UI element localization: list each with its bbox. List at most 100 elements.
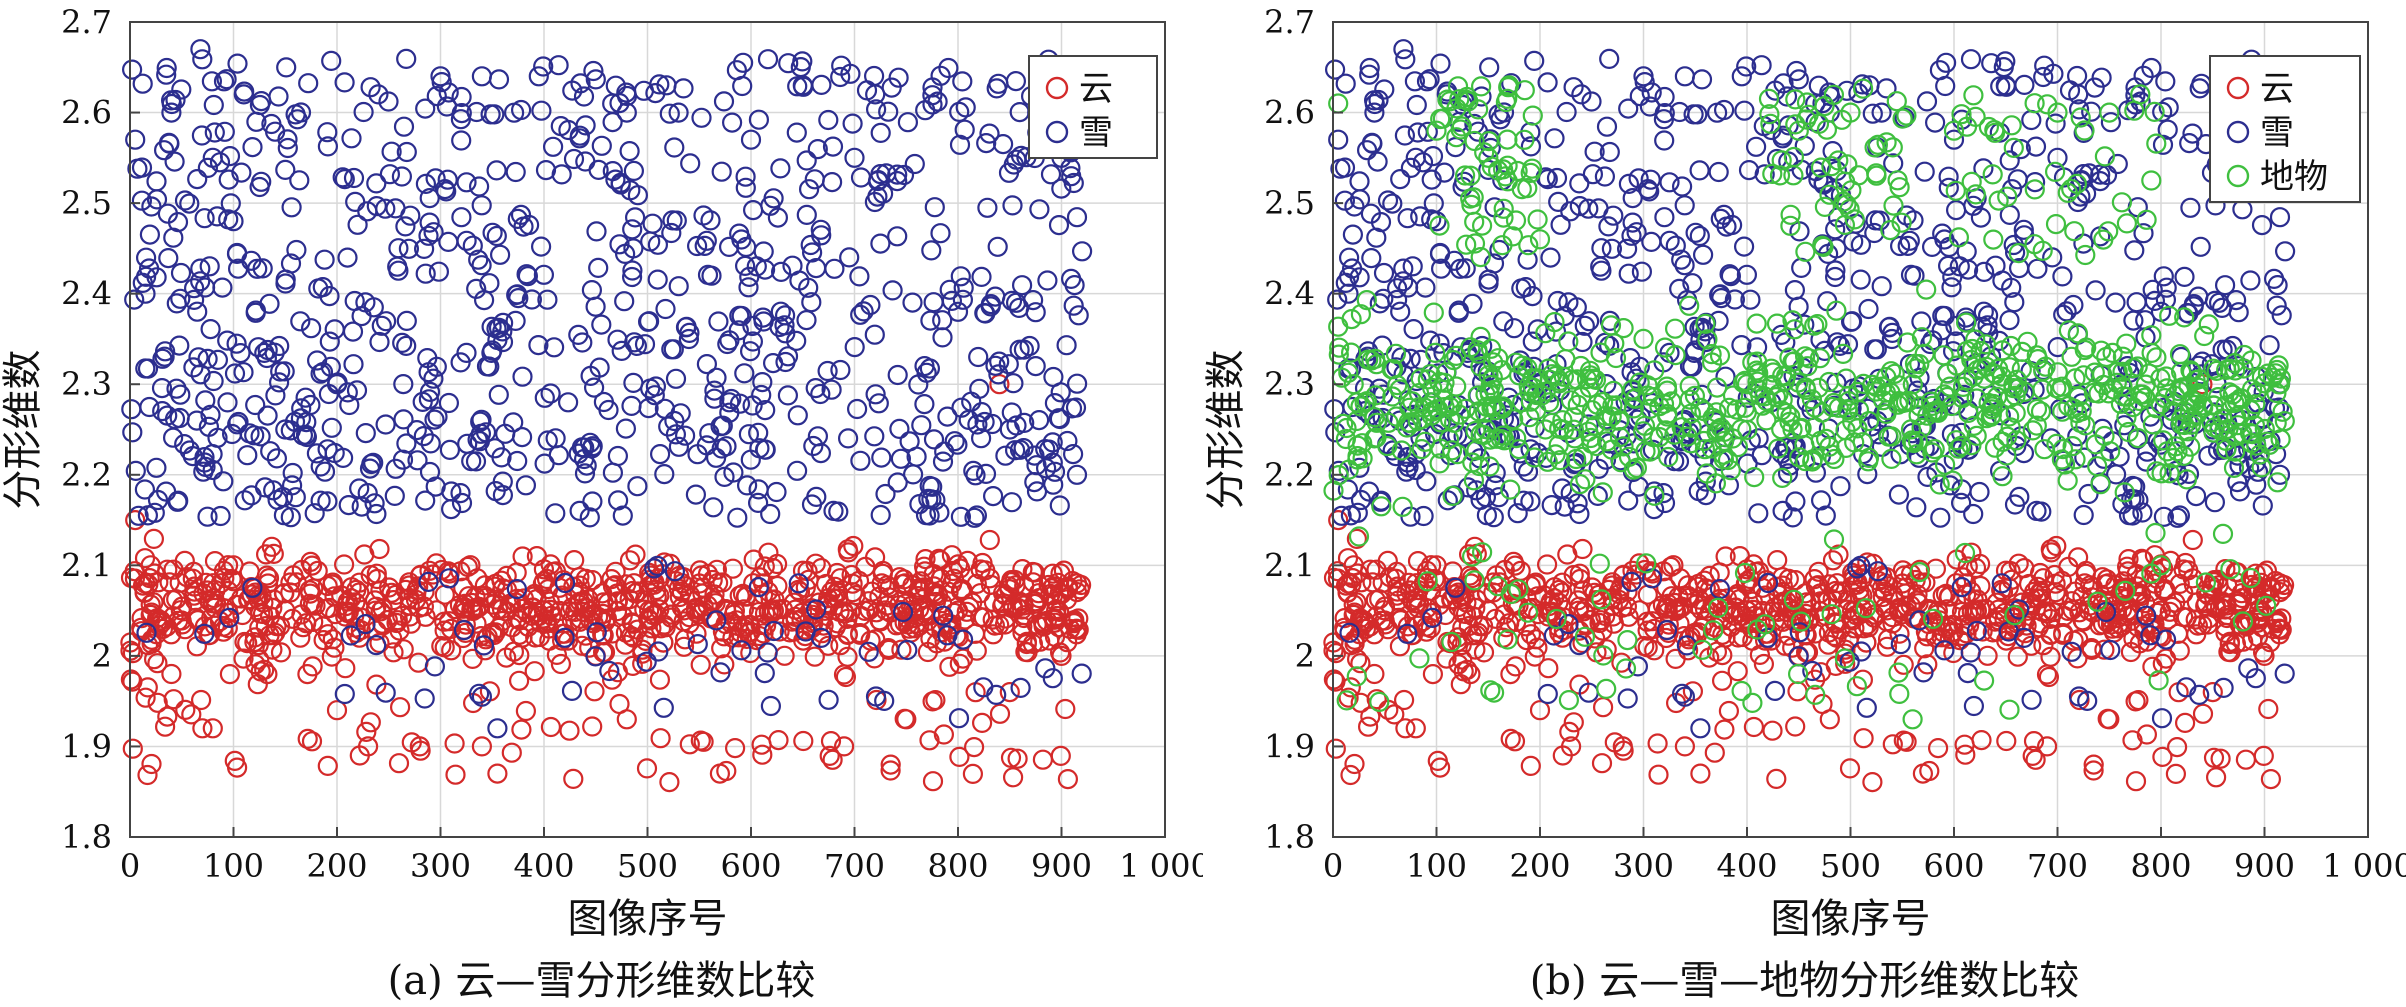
- data-point: [174, 190, 196, 211]
- data-point: [1922, 442, 1943, 463]
- data-point: [1960, 49, 1982, 70]
- data-point: [122, 59, 143, 80]
- data-point: [2026, 398, 2048, 420]
- data-point: [1373, 262, 1395, 284]
- data-point: [624, 332, 645, 353]
- data-point: [2165, 436, 2186, 457]
- data-point: [1350, 653, 1371, 674]
- data-point: [1572, 331, 1593, 353]
- data-point: [1012, 558, 1033, 580]
- data-point: [1909, 367, 1930, 388]
- data-point: [939, 279, 960, 300]
- data-point: [508, 670, 530, 691]
- data-point: [2222, 384, 2243, 405]
- data-point: [770, 261, 792, 282]
- data-point: [896, 709, 917, 730]
- data-point: [326, 700, 348, 721]
- data-point: [1691, 69, 1713, 90]
- data-point: [1627, 656, 1648, 677]
- data-point: [947, 554, 969, 575]
- data-point: [2141, 325, 2162, 346]
- data-point: [763, 620, 785, 642]
- data-point: [902, 292, 923, 313]
- data-point: [586, 622, 607, 643]
- data-point: [1602, 572, 1623, 593]
- data-point: [1889, 623, 1910, 644]
- data-point: [1795, 451, 1816, 472]
- data-point: [191, 125, 212, 146]
- data-point: [1836, 80, 1858, 101]
- data-point: [792, 51, 813, 72]
- legend-marker: [2226, 164, 2250, 188]
- data-point: [219, 607, 240, 629]
- data-point: [1942, 470, 1963, 491]
- data-point: [1335, 73, 1356, 94]
- data-point: [301, 731, 323, 752]
- data-point: [1618, 173, 1639, 194]
- data-point: [1364, 428, 1385, 449]
- data-point: [647, 234, 669, 255]
- data-point: [583, 377, 605, 398]
- data-point: [438, 82, 459, 103]
- data-point: [321, 417, 342, 438]
- data-point: [1902, 709, 1923, 730]
- data-point: [2229, 614, 2250, 635]
- chart-b-svg: 0 100 200 300 400 500 600 700 800 900 1 0001.81.92…: [1203, 3, 2406, 940]
- data-point: [661, 222, 682, 244]
- data-point: [1522, 105, 1543, 126]
- data-point: [213, 621, 234, 642]
- data-point: [241, 485, 262, 506]
- data-point: [1973, 261, 1995, 282]
- data-point: [921, 240, 942, 261]
- data-point: [540, 716, 562, 738]
- data-point: [2240, 270, 2261, 291]
- data-point: [1657, 593, 1679, 615]
- data-point: [1694, 401, 1715, 422]
- data-point: [2212, 523, 2234, 545]
- data-point: [312, 362, 334, 383]
- data-point: [197, 348, 218, 369]
- data-point: [1690, 763, 1711, 784]
- data-point: [1348, 526, 1370, 547]
- data-point: [1742, 692, 1763, 714]
- data-point: [2224, 441, 2246, 462]
- data-point: [1991, 579, 2012, 601]
- data-point: [508, 288, 529, 309]
- data-point: [985, 355, 1006, 376]
- data-point: [312, 277, 333, 298]
- data-point: [222, 423, 243, 445]
- data-point: [480, 104, 501, 125]
- data-point: [1896, 731, 1917, 752]
- data-point: [179, 193, 200, 214]
- data-point: [859, 599, 880, 621]
- data-point: [1541, 412, 1562, 433]
- data-point: [850, 622, 871, 644]
- data-point: [740, 129, 762, 150]
- data-point: [1815, 505, 1836, 526]
- x-axis-label: 图像序号: [568, 896, 728, 940]
- data-point: [2239, 610, 2261, 631]
- data-point: [1841, 311, 1863, 332]
- data-point: [755, 400, 776, 421]
- data-point: [1592, 620, 1613, 641]
- data-point: [989, 351, 1010, 372]
- data-point: [534, 387, 555, 408]
- data-point: [1916, 279, 1937, 300]
- data-point: [810, 219, 831, 240]
- data-point: [2105, 292, 2126, 313]
- data-point: [1387, 278, 1408, 299]
- data-point: [1429, 333, 1450, 354]
- data-point: [919, 730, 940, 751]
- data-point: [1857, 464, 1878, 485]
- data-point: [1832, 343, 1854, 364]
- data-point: [752, 744, 773, 765]
- data-point: [1981, 53, 2002, 74]
- data-point: [870, 504, 891, 526]
- data-point: [1718, 475, 1740, 496]
- data-point: [295, 387, 316, 408]
- data-point: [1833, 191, 1854, 212]
- data-point: [1782, 507, 1803, 528]
- data-point: [952, 289, 974, 310]
- data-point: [550, 653, 572, 675]
- data-point: [1430, 53, 1451, 74]
